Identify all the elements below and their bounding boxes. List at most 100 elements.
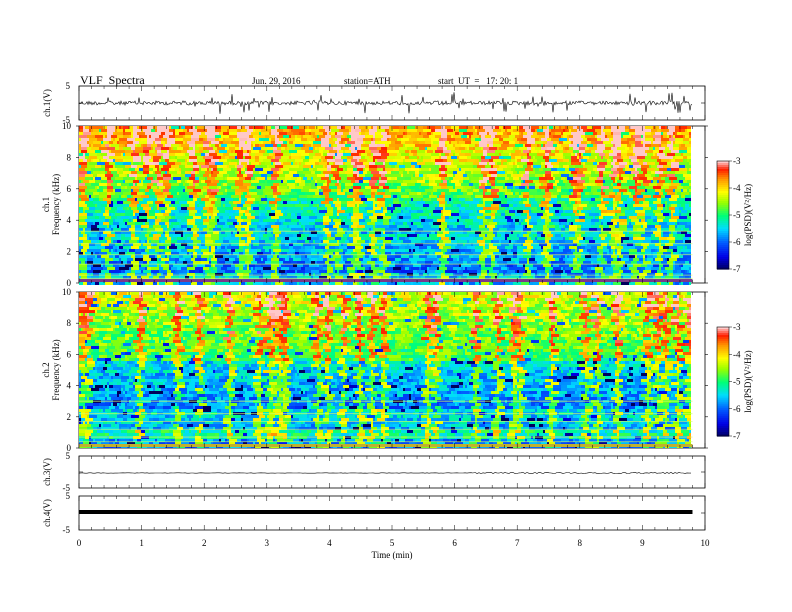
spectrogram-cell xyxy=(603,228,611,231)
spectrogram-cell xyxy=(113,213,115,216)
spectrogram-cell xyxy=(83,129,89,132)
spectrogram-cell xyxy=(315,246,321,249)
spectrogram-cell xyxy=(133,159,141,162)
spectrogram-cell xyxy=(79,150,81,153)
spectrogram-cell xyxy=(281,237,283,240)
spectrogram-cell xyxy=(551,192,553,195)
spectrogram-cell xyxy=(267,165,269,168)
spectrogram-cell xyxy=(657,129,661,132)
spectrogram-cell xyxy=(89,198,93,201)
spectrogram-cell xyxy=(97,213,103,216)
spectrogram-cell xyxy=(111,177,115,180)
spectrogram-cell xyxy=(479,159,481,162)
spectrogram-cell xyxy=(167,237,171,240)
spectrogram-cell xyxy=(273,234,275,237)
spectrogram-cell xyxy=(399,228,407,231)
spectrogram-cell xyxy=(407,204,411,207)
spectrogram-cell xyxy=(547,177,553,180)
spectrogram-cell xyxy=(637,213,645,216)
spectrogram-cell xyxy=(123,159,125,162)
spectrogram-cell xyxy=(433,180,435,183)
spectrogram-cell xyxy=(207,216,209,219)
spectrogram-cell xyxy=(469,216,473,219)
spectrogram-cell xyxy=(331,129,339,132)
spectrogram-cell xyxy=(611,141,619,144)
spectrogram-cell xyxy=(471,141,479,144)
spectrogram-cell xyxy=(189,225,193,228)
spectrogram-cell xyxy=(87,135,93,138)
spectrogram-cell xyxy=(525,204,531,207)
spectrogram-cell xyxy=(647,153,653,156)
spectrogram-cell xyxy=(85,201,87,204)
spectrogram-cell xyxy=(221,204,223,207)
spectrogram-cell xyxy=(369,216,377,219)
spectrogram-cell xyxy=(231,135,237,138)
spectrogram-cell xyxy=(179,183,183,186)
spectrogram-cell xyxy=(567,129,569,132)
spectrogram-cell xyxy=(129,219,131,222)
spectrogram-cell xyxy=(585,189,591,192)
spectrogram-cell xyxy=(671,168,679,171)
spectrogram-cell xyxy=(139,153,145,156)
spectrogram-cell xyxy=(443,162,451,165)
spectrogram-cell xyxy=(661,132,663,135)
spectrogram-cell xyxy=(185,216,193,219)
spectrogram-cell xyxy=(657,204,663,207)
spectrogram-cell xyxy=(199,150,203,153)
spectrogram-cell xyxy=(531,156,533,159)
spectrogram-cell xyxy=(437,204,439,207)
spectrogram-cell xyxy=(135,147,143,150)
spectrogram-cell xyxy=(371,228,373,231)
spectrogram-cell xyxy=(337,180,339,183)
spectrogram-cell xyxy=(303,177,307,180)
spectrogram-cell xyxy=(275,210,281,213)
spectrogram-cell xyxy=(671,159,673,162)
spectrogram-cell xyxy=(635,180,637,183)
spectrogram-cell xyxy=(571,132,579,135)
spectrogram-cell xyxy=(575,222,583,225)
spectrogram-cell xyxy=(181,168,189,171)
spectrogram-cell xyxy=(79,138,81,141)
spectrogram-cell xyxy=(443,240,451,243)
spectrogram-cell xyxy=(583,237,585,240)
spectrogram-cell xyxy=(667,207,669,210)
spectrogram-cell xyxy=(153,189,161,192)
spectrogram-cell xyxy=(473,189,479,192)
spectrogram-cell xyxy=(491,156,499,159)
spectrogram-cell xyxy=(283,237,285,240)
spectrogram-cell xyxy=(411,222,413,225)
spectrogram-cell xyxy=(501,162,503,165)
spectrogram-cell xyxy=(261,237,263,240)
spectrogram-cell xyxy=(173,237,177,240)
spectrogram-cell xyxy=(633,144,635,147)
spectrogram-cell xyxy=(139,216,147,219)
spectrogram-cell xyxy=(267,234,273,237)
spectrogram-cell xyxy=(79,192,81,195)
spectrogram-cell xyxy=(131,186,139,189)
spectrogram-cell xyxy=(107,204,109,207)
spectrogram-cell xyxy=(323,189,331,192)
spectrogram-cell xyxy=(345,135,347,138)
spectrogram-cell xyxy=(211,192,217,195)
spectrogram-cell xyxy=(211,168,213,171)
spectrogram-cell xyxy=(645,198,649,201)
spectrogram-cell xyxy=(259,126,263,129)
spectrogram-cell xyxy=(451,213,459,216)
spectrogram-cell xyxy=(685,135,689,138)
spectrogram-cell xyxy=(457,228,463,231)
spectrogram-cell xyxy=(95,138,97,141)
spectrogram-cell xyxy=(297,162,299,165)
spectrogram-cell xyxy=(165,210,171,213)
spectrogram-cell xyxy=(669,225,675,228)
spectrogram-cell xyxy=(601,195,609,198)
spectrogram-cell xyxy=(395,141,401,144)
spectrogram-cell xyxy=(599,234,607,237)
spectrogram-cell xyxy=(597,204,605,207)
spectrogram-cell xyxy=(287,144,295,147)
spectrogram-cell xyxy=(671,135,673,138)
spectrogram-cell xyxy=(465,162,473,165)
spectrogram-cell xyxy=(515,144,523,147)
spectrogram-cell xyxy=(577,228,581,231)
spectrogram-cell xyxy=(355,246,363,249)
spectrogram-cell xyxy=(393,159,401,162)
